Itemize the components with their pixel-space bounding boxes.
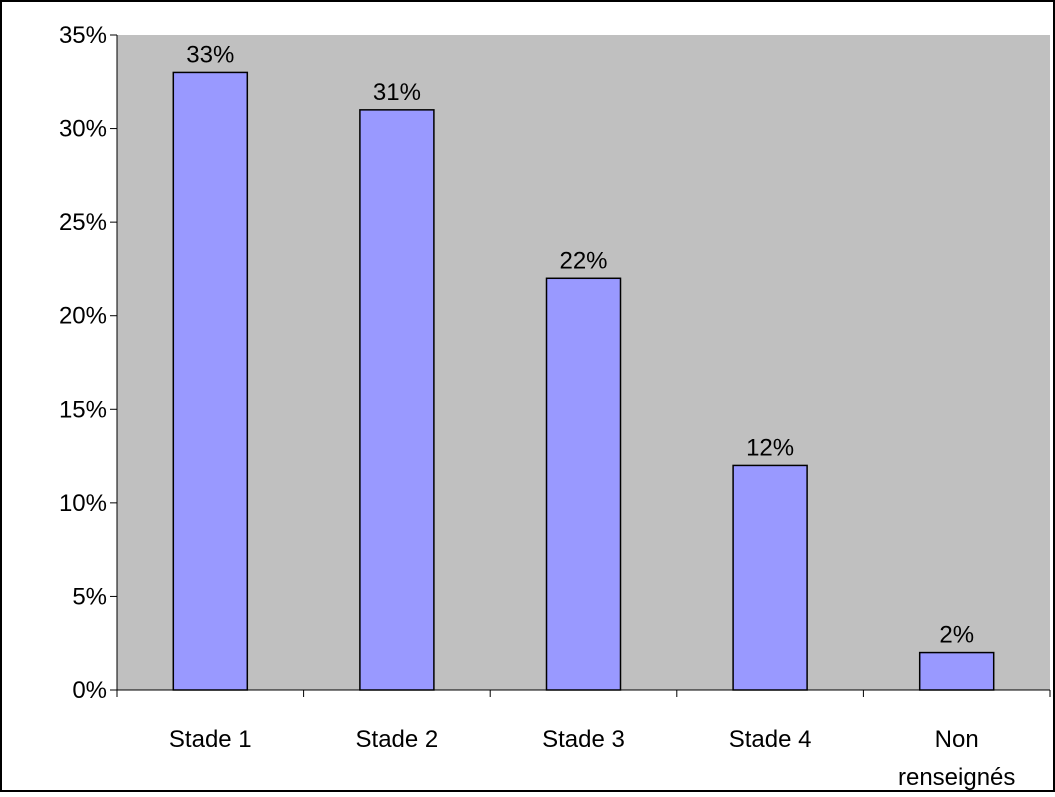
x-axis-labels: Stade 1 Stade 2 Stade 3 Stade 4 Non renseigné…: [169, 726, 1015, 791]
category-label-4: Stade 4: [729, 726, 812, 753]
data-label-5: 2%: [939, 622, 974, 649]
y-tick-label: 10%: [59, 490, 107, 517]
y-tick-label: 25%: [59, 209, 107, 236]
x-axis-ticks: [116, 690, 1051, 697]
bar-5: [918, 651, 995, 691]
y-axis-ticks: [110, 34, 117, 691]
data-label-3: 22%: [559, 247, 607, 274]
y-tick-label: 30%: [59, 116, 107, 143]
bar-1: [172, 71, 249, 691]
category-label-2: Stade 2: [356, 726, 439, 753]
category-label-1: Stade 1: [169, 726, 252, 753]
category-label-3: Stade 3: [542, 726, 625, 753]
data-label-2: 31%: [373, 79, 421, 106]
bar-series: [172, 71, 995, 691]
y-axis-labels: 0% 5% 10% 15% 20% 25% 30% 35%: [59, 22, 107, 704]
y-tick-label: 0%: [72, 677, 107, 704]
bar-4: [732, 464, 808, 691]
y-tick-label: 35%: [59, 22, 107, 49]
data-label-1: 33%: [186, 41, 234, 68]
category-label-5: renseignés: [898, 764, 1015, 791]
bar-3: [545, 277, 622, 691]
y-tick-label: 5%: [72, 583, 107, 610]
data-labels: 33% 31% 22% 12% 2%: [186, 41, 974, 648]
y-tick-label: 20%: [59, 303, 107, 330]
bar-2: [359, 109, 435, 691]
category-label-5: Non: [935, 726, 979, 753]
data-label-4: 12%: [746, 434, 794, 461]
y-tick-label: 15%: [59, 396, 107, 423]
